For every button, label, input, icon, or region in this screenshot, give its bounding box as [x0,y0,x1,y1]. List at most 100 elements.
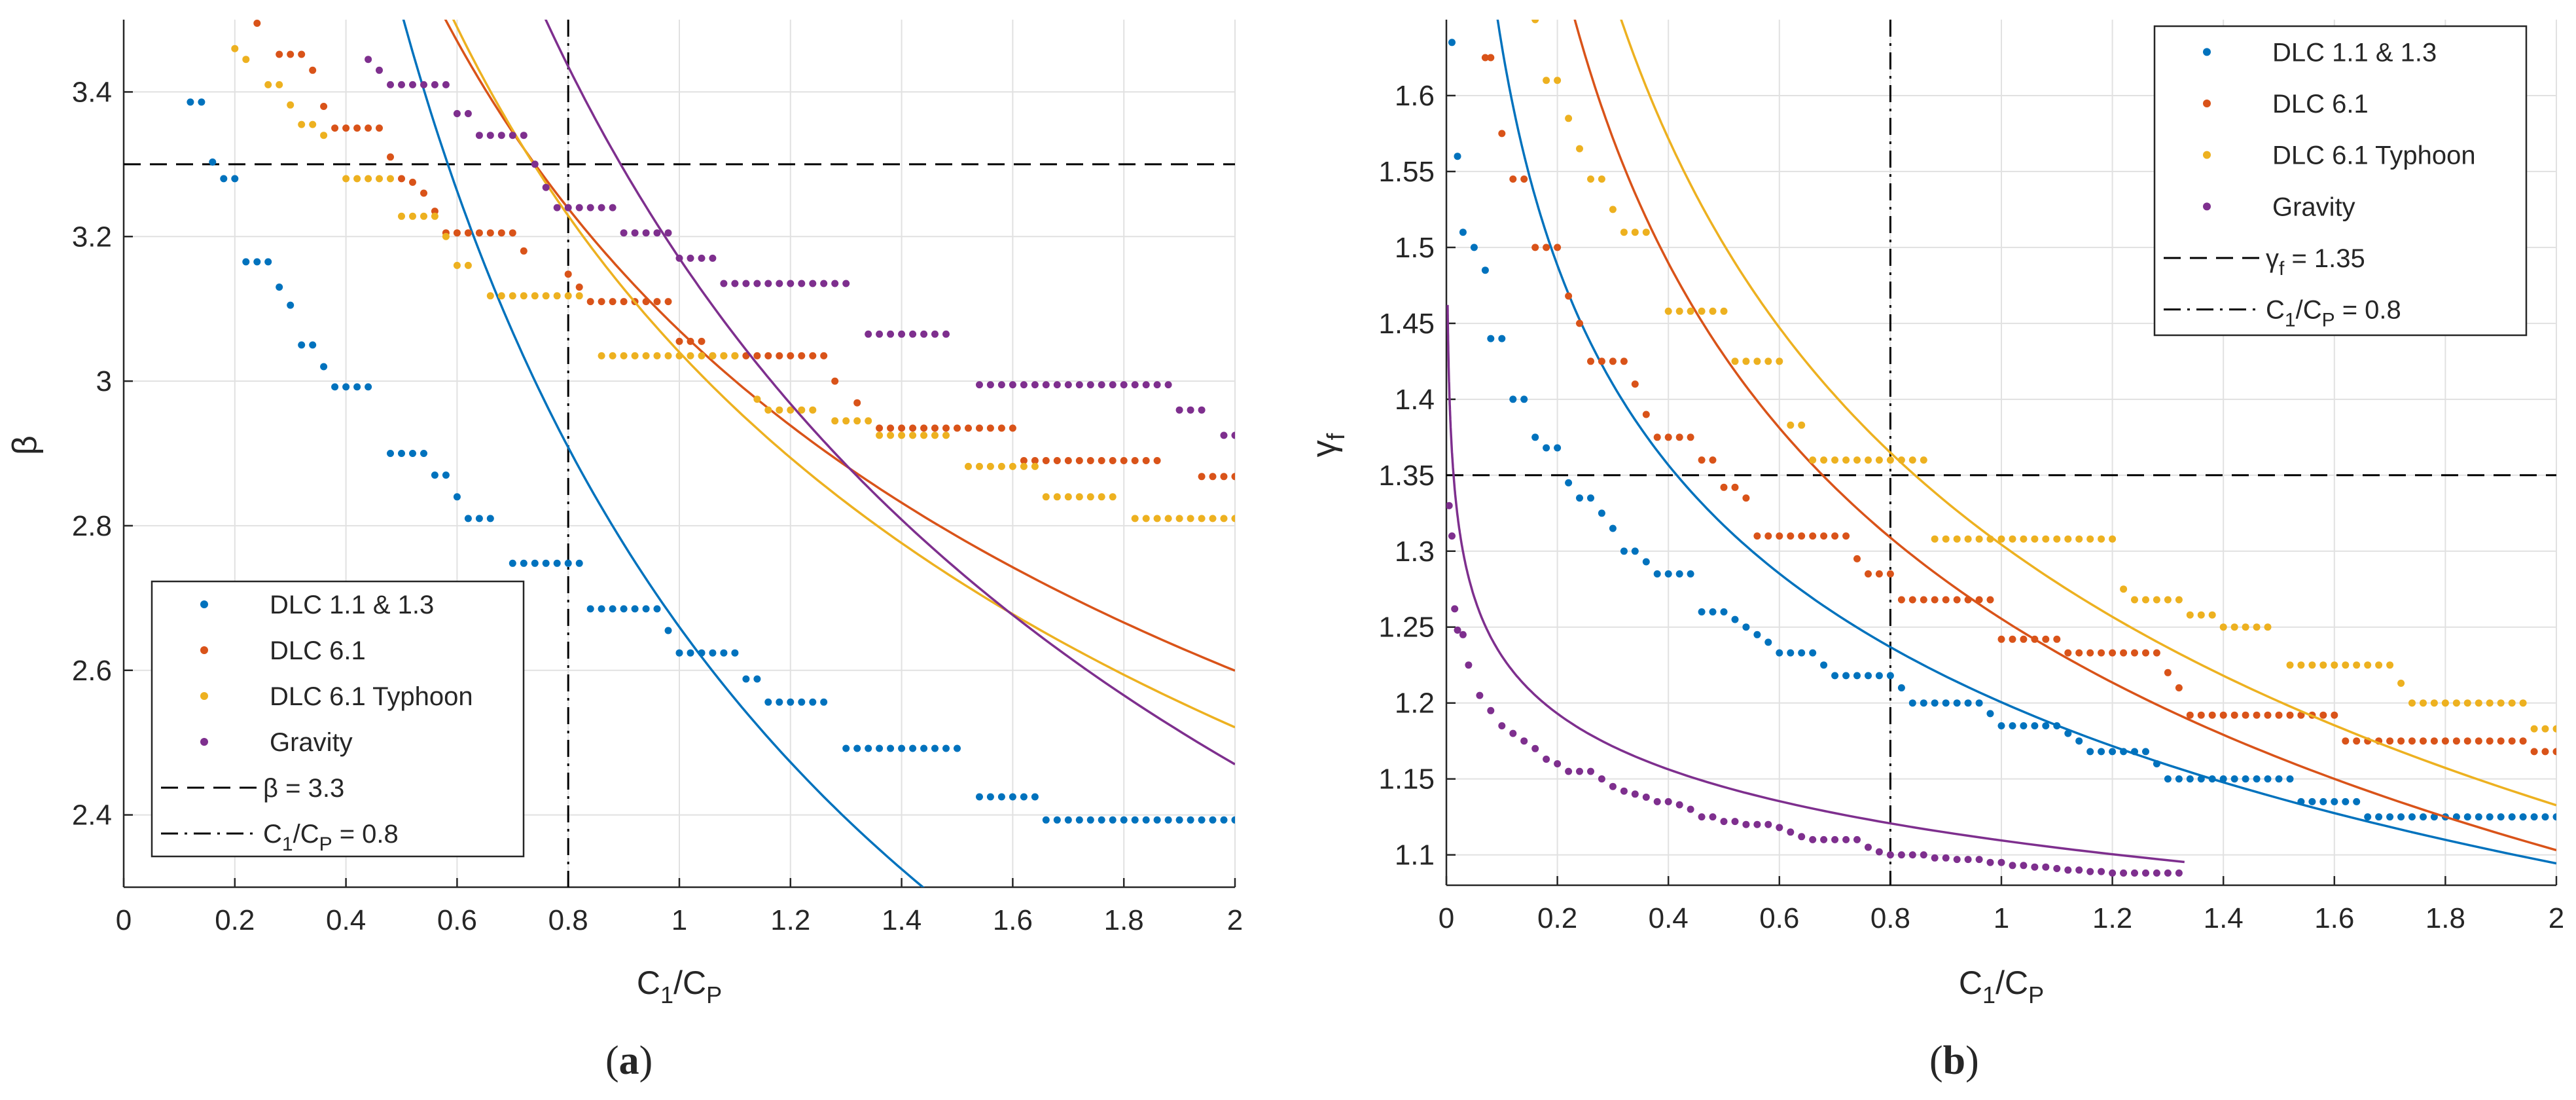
data-point [1809,649,1817,657]
data-point [2098,868,2105,875]
data-point [1642,229,1650,236]
data-point [1709,456,1717,464]
data-point [1543,756,1550,763]
data-point [1953,596,1961,604]
data-point [2486,699,2494,707]
data-point [809,280,817,287]
data-point [1742,494,1750,502]
data-point [753,675,761,683]
data-point [1831,456,1839,464]
data-point [1842,835,1850,843]
data-point [798,406,806,414]
data-point [1798,421,1806,429]
data-point [1153,816,1161,824]
x-label-sub2: P [706,981,722,1008]
data-point [2364,661,2372,669]
data-point [976,462,983,470]
data-point [2098,748,2105,756]
data-point [398,175,405,183]
data-point [2164,596,2172,604]
data-point [1598,509,1605,517]
data-point [2519,813,2527,821]
data-point [2098,649,2105,657]
data-point [2308,798,2316,805]
data-point [2197,775,2205,783]
data-point [1853,835,1861,843]
data-point [509,292,516,300]
data-point [2042,863,2050,871]
data-point [209,158,217,166]
data-point [586,298,594,306]
data-point [1531,20,1539,24]
data-point [898,330,906,338]
y-tick-label: 1.3 [1395,536,1435,568]
fit-curve [1620,20,2556,807]
data-point [2109,748,2117,756]
data-point [409,178,416,186]
data-point [2286,711,2294,719]
plot-area [124,20,1235,887]
data-point [1509,395,1517,403]
data-point [976,381,983,389]
data-point [387,175,394,183]
data-point [475,515,483,522]
legend-suffix: = 0.8 [332,820,399,849]
data-point [2420,737,2427,745]
data-point [1865,843,1872,851]
data-point [1198,473,1206,481]
legend-prefix: C [2266,296,2285,325]
data-point [309,341,317,349]
data-point [742,280,750,287]
caption-letter: a [619,1038,639,1083]
data-point [1764,638,1772,646]
data-point [1875,456,1883,464]
data-point [1565,115,1573,122]
data-point [1886,570,1894,578]
data-point [453,493,461,501]
data-point [1454,153,1461,160]
data-point [2009,535,2016,543]
data-point [2297,661,2305,669]
data-point [2375,813,2383,821]
data-point [575,559,583,567]
data-point [2331,798,2338,805]
data-point [997,462,1005,470]
data-point [1454,626,1461,634]
y-tick-label: 2.4 [72,799,112,832]
data-point [876,424,884,432]
data-point [2342,798,2350,805]
data-point [387,450,394,457]
data-point [831,377,839,385]
data-point [231,175,239,183]
data-point [1075,816,1083,824]
x-tick-label: 1.2 [2092,902,2132,934]
caption-open: ( [1929,1038,1943,1083]
data-point [2463,699,2471,707]
y-label-sub: f [1323,433,1350,440]
data-point [2153,649,2160,657]
data-point [1481,54,1489,62]
data-point [1897,596,1905,604]
panel-b: 0 0.2 0.4 0.6 0.8 1 1.2 1.4 1.6 1.8 2 1.1 1.15 1.2 1.2… [1305,20,2564,1083]
data-point [698,649,706,657]
data-point [1576,494,1583,502]
data-point [598,605,605,613]
y-tick-label: 3.2 [72,221,112,253]
data-point [1098,493,1105,501]
data-point [287,50,295,58]
data-point [1520,737,1528,745]
legend-box [151,580,525,858]
data-point [486,292,494,300]
data-point [865,330,872,338]
x-tick-label: 0.2 [215,904,255,936]
legend-label: DLC 1.1 & 1.3 [2272,38,2437,67]
data-point [1175,816,1183,824]
data-point [1576,320,1583,327]
data-point [820,352,828,359]
data-point [1664,798,1672,805]
data-point [586,204,594,211]
y-tick-label: 1.2 [1395,688,1435,720]
data-point [1842,672,1850,680]
data-point [1120,381,1128,389]
data-point [1675,801,1683,809]
